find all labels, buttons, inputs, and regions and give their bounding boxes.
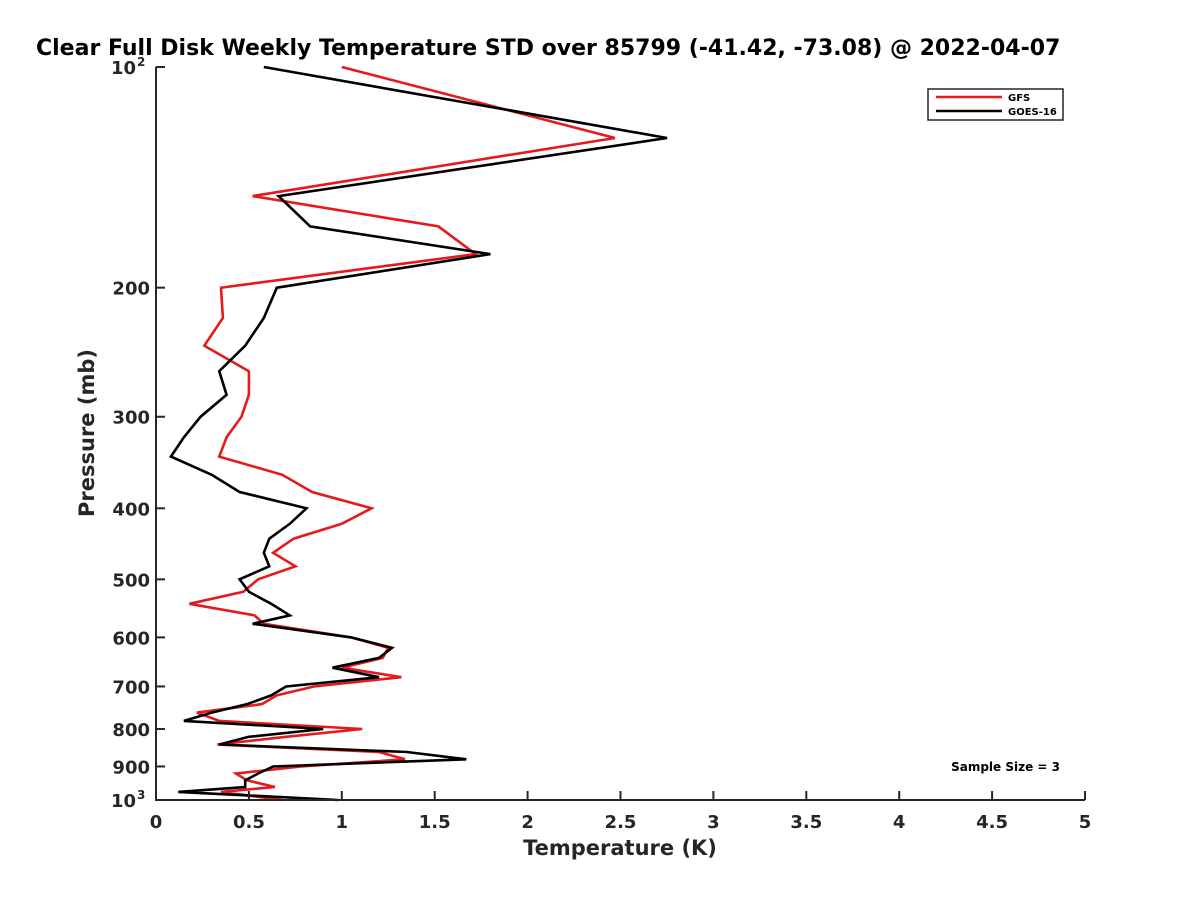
x-tick-label: 2 bbox=[521, 812, 534, 833]
y-tick-label: 10 bbox=[111, 58, 136, 79]
x-tick-label: 2.5 bbox=[605, 812, 637, 833]
chart-title: Clear Full Disk Weekly Temperature STD o… bbox=[36, 36, 1060, 61]
y-tick-label: 300 bbox=[112, 408, 150, 429]
legend-entry: GOES-16 bbox=[1008, 107, 1057, 118]
y-tick-label: 600 bbox=[112, 628, 150, 649]
x-tick-label: 5 bbox=[1079, 812, 1092, 833]
legend: GFS GOES-16 bbox=[927, 88, 1064, 121]
x-tick-label: 0.5 bbox=[233, 812, 265, 833]
x-tick-label: 4 bbox=[893, 812, 906, 833]
y-tick-exponent: 3 bbox=[137, 788, 145, 802]
series-group bbox=[168, 65, 668, 802]
legend-box bbox=[927, 88, 1064, 121]
x-tick-label: 4.5 bbox=[976, 812, 1008, 833]
legend-entry: GFS bbox=[1008, 93, 1030, 104]
y-tick-label: 700 bbox=[112, 677, 150, 698]
y-tick-exponent: 2 bbox=[137, 55, 145, 69]
sample-size-annotation: Sample Size = 3 bbox=[951, 760, 1060, 774]
x-axis-ticks: 0 0.5 1 1.5 2 2.5 3 3.5 4 4.5 5 bbox=[150, 791, 1092, 833]
y-tick-label: 900 bbox=[112, 757, 150, 778]
x-axis-label: Temperature (K) bbox=[523, 836, 717, 860]
y-tick-label: 10 bbox=[111, 791, 136, 812]
series-line-goes-16 bbox=[168, 65, 668, 802]
y-tick-label: 200 bbox=[112, 279, 150, 300]
x-tick-label: 1.5 bbox=[419, 812, 451, 833]
x-tick-label: 1 bbox=[336, 812, 349, 833]
y-axis-label: Pressure (mb) bbox=[75, 349, 99, 517]
x-tick-label: 3 bbox=[707, 812, 720, 833]
y-tick-label: 500 bbox=[112, 570, 150, 591]
y-tick-label: 800 bbox=[112, 720, 150, 741]
x-tick-label: 3.5 bbox=[790, 812, 822, 833]
x-tick-label: 0 bbox=[150, 812, 163, 833]
y-tick-label: 400 bbox=[112, 499, 150, 520]
plot-area: 0 0.5 1 1.5 2 2.5 3 3.5 4 4.5 5 10 2200300400500600… bbox=[111, 55, 1091, 833]
